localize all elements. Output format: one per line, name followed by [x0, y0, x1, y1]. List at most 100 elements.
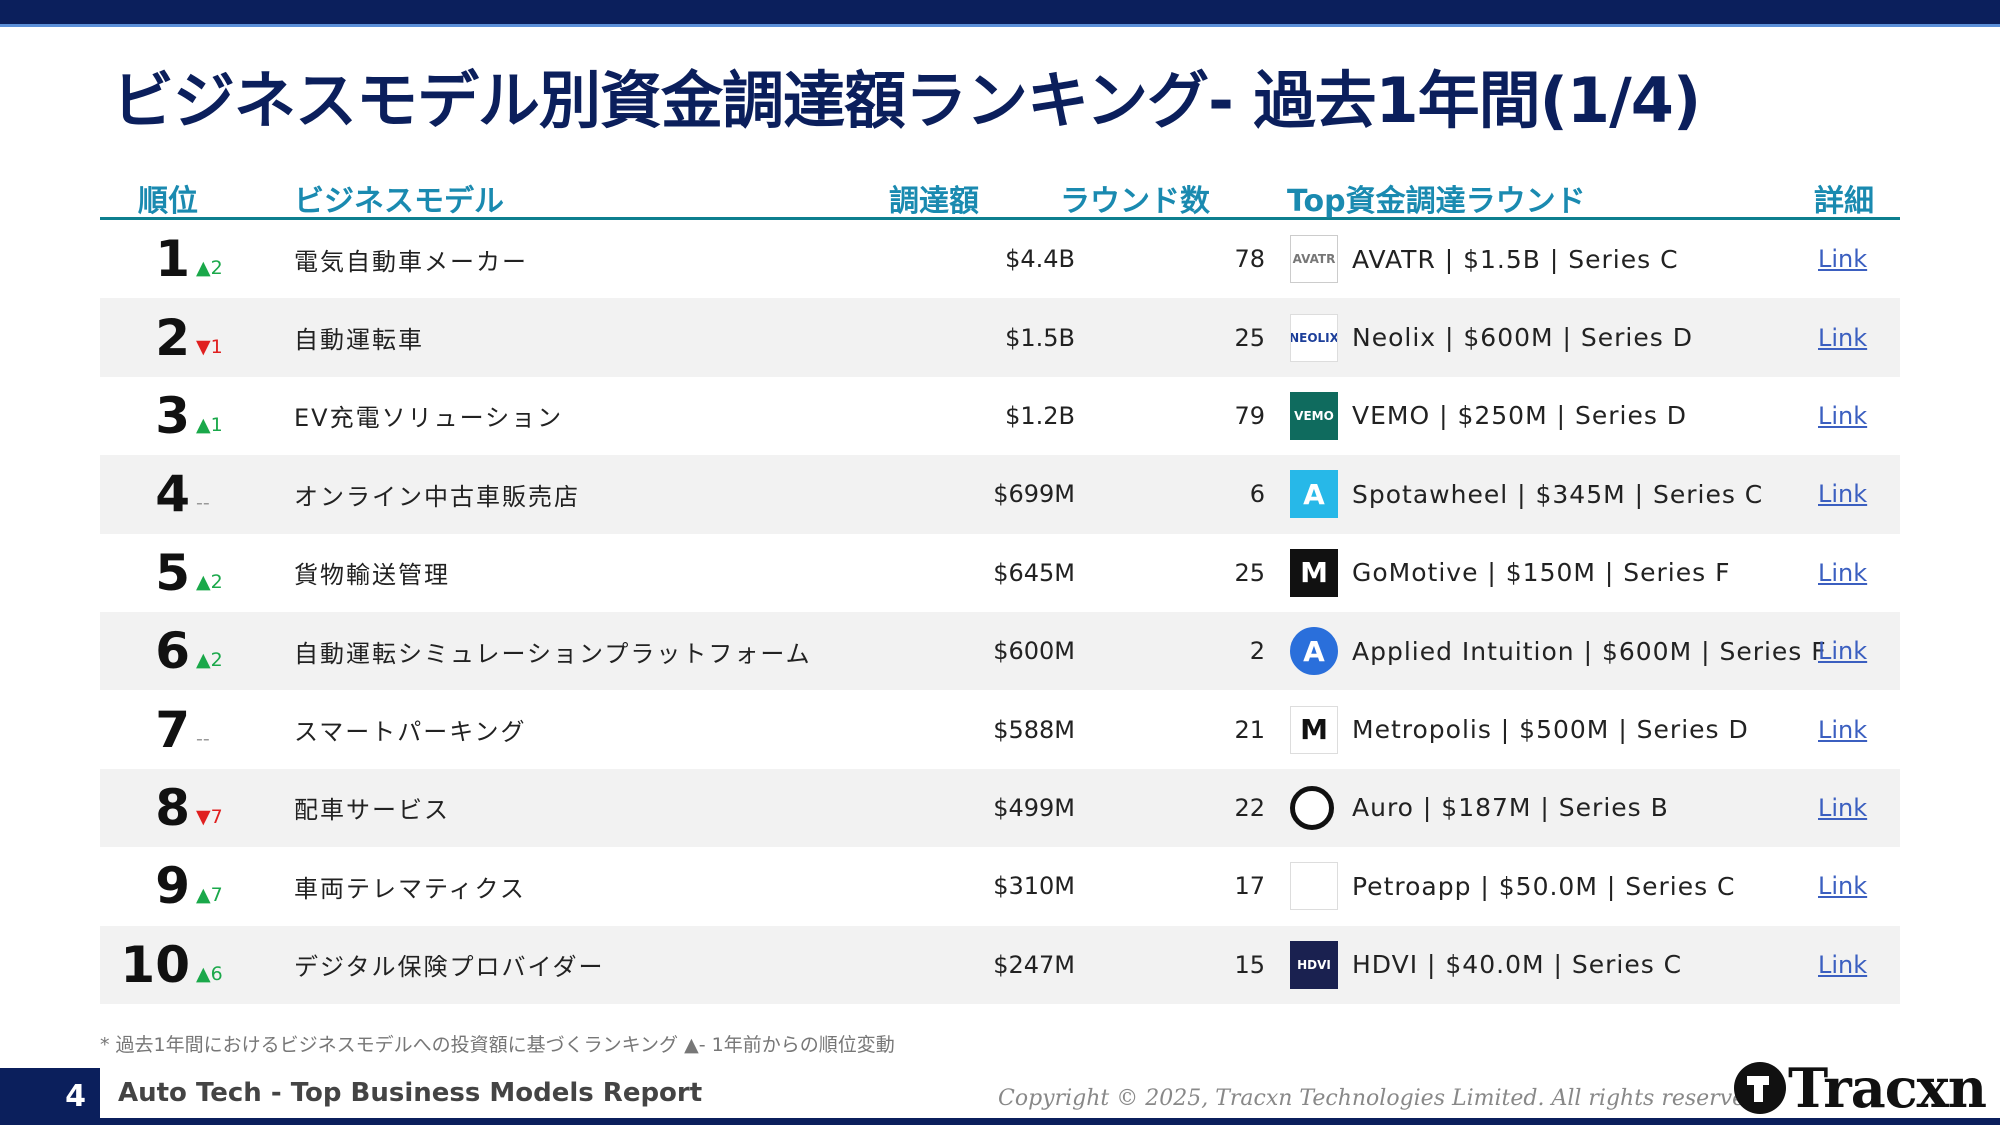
- rank-change-indicator: ▼7: [196, 805, 223, 828]
- details-link[interactable]: Link: [1818, 480, 1868, 509]
- business-model-name: オンライン中古車販売店: [294, 482, 580, 511]
- brand-mark-icon: [1734, 1062, 1786, 1114]
- bottom-accent-bar: [0, 1118, 2000, 1125]
- details-link[interactable]: Link: [1818, 245, 1868, 274]
- round-count: 2: [1249, 637, 1265, 666]
- header-model: ビジネスモデル: [294, 184, 504, 219]
- report-name: Auto Tech - Top Business Models Report: [118, 1078, 703, 1108]
- table-row: 1 ▲2 電気自動車メーカー $4.4B 78 AVATR AVATR | $1.5B | …: [100, 220, 1900, 298]
- business-model-name: EV充電ソリューション: [294, 404, 564, 433]
- table-row: 7 -- スマートパーキング $588M 21 M Metropolis | $500M |…: [100, 690, 1900, 768]
- business-model-name: スマートパーキング: [294, 718, 527, 747]
- copyright-notice: Copyright © 2025, Tracxn Technologies Li…: [998, 1086, 1767, 1111]
- top-funding-round: Metropolis | $500M | Series D: [1352, 715, 1749, 745]
- company-logo-cell: AVATR: [1290, 220, 1338, 298]
- company-logo: M: [1290, 548, 1338, 597]
- table-header: 順位 ビジネスモデル 調達額 ラウンド数 Top資金調達ラウンド 詳細: [100, 172, 1900, 220]
- business-model-name: 車両テレマティクス: [294, 874, 526, 903]
- top-funding-round: Spotawheel | $345M | Series C: [1352, 479, 1764, 509]
- rank-change-indicator: ▲6: [196, 962, 223, 985]
- page-title: ビジネスモデル別資金調達額ランキング- 過去1年間(1/4): [112, 64, 1701, 137]
- round-count: 22: [1234, 793, 1265, 822]
- funding-amount: $310M: [993, 872, 1075, 901]
- company-logo-cell: [1290, 847, 1338, 925]
- funding-amount: $645M: [993, 558, 1075, 587]
- rank-change-indicator: ▲2: [196, 570, 223, 593]
- funding-amount: $588M: [993, 715, 1075, 744]
- top-funding-round: Applied Intuition | $600M | Series F: [1352, 636, 1827, 666]
- company-logo: [1290, 785, 1334, 830]
- header-top-round: Top資金調達ラウンド: [1287, 184, 1586, 219]
- table-body: 1 ▲2 電気自動車メーカー $4.4B 78 AVATR AVATR | $1.5B | …: [100, 220, 1900, 1004]
- details-link[interactable]: Link: [1818, 401, 1868, 430]
- rank-number: 2: [155, 308, 190, 367]
- details-link[interactable]: Link: [1818, 558, 1868, 587]
- company-logo-cell: M: [1290, 690, 1338, 768]
- funding-amount: $699M: [993, 480, 1075, 509]
- rank-change-indicator: ▲2: [196, 257, 223, 280]
- header-rounds: ラウンド数: [1060, 184, 1210, 219]
- header-rank: 順位: [138, 184, 198, 219]
- table-row: 8 ▼7 配車サービス $499M 22 Auro | $187M | Series B L…: [100, 768, 1900, 848]
- top-funding-round: VEMO | $250M | Series D: [1352, 401, 1688, 431]
- round-count: 25: [1234, 558, 1265, 587]
- top-funding-round: Neolix | $600M | Series D: [1352, 323, 1693, 353]
- header-details: 詳細: [1814, 184, 1874, 219]
- details-link[interactable]: Link: [1818, 323, 1868, 352]
- rank-number: 9: [155, 857, 190, 916]
- details-link[interactable]: Link: [1818, 872, 1868, 901]
- details-link[interactable]: Link: [1818, 793, 1868, 822]
- company-logo: A: [1290, 627, 1338, 676]
- funding-amount: $247M: [993, 950, 1075, 979]
- top-funding-round: Petroapp | $50.0M | Series C: [1352, 871, 1736, 901]
- business-model-name: 貨物輸送管理: [294, 561, 450, 590]
- company-logo: NEOLIX: [1290, 313, 1338, 362]
- company-logo: VEMO: [1290, 391, 1338, 440]
- company-logo-cell: M: [1290, 534, 1338, 612]
- funding-amount: $1.5B: [1005, 323, 1075, 352]
- table-row: 10 ▲6 デジタル保険プロバイダー $247M 15 HDVI HDVI | $40.0M…: [100, 925, 1900, 1004]
- table-row: 3 ▲1 EV充電ソリューション $1.2B 79 VEMO VEMO | $250M | …: [100, 377, 1900, 455]
- round-count: 6: [1249, 480, 1265, 509]
- rank-number: 3: [155, 386, 190, 445]
- company-logo: HDVI: [1290, 940, 1338, 989]
- rank-change-indicator: ▼1: [196, 335, 223, 358]
- rank-change-indicator: --: [196, 727, 210, 750]
- top-funding-round: HDVI | $40.0M | Series C: [1352, 950, 1683, 980]
- company-logo: [1290, 862, 1338, 911]
- round-count: 79: [1234, 401, 1265, 430]
- rank-change-indicator: ▲2: [196, 649, 223, 672]
- round-count: 78: [1234, 245, 1265, 274]
- top-funding-round: GoMotive | $150M | Series F: [1352, 558, 1731, 588]
- round-count: 21: [1234, 715, 1265, 744]
- page-number-box: 4: [0, 1068, 100, 1125]
- table-row: 2 ▼1 自動運転車 $1.5B 25 NEOLIX Neolix | $600M | Se…: [100, 298, 1900, 377]
- company-logo-cell: HDVI: [1290, 926, 1338, 1004]
- brand-name: Tracxn: [1788, 1056, 1987, 1120]
- company-logo-cell: A: [1290, 612, 1338, 690]
- round-count: 15: [1234, 950, 1265, 979]
- rank-number: 10: [120, 935, 190, 994]
- header-amount: 調達額: [889, 184, 979, 219]
- brand-logo: Tracxn: [1734, 1056, 1987, 1120]
- page-number: 4: [65, 1079, 86, 1114]
- business-model-name: 配車サービス: [294, 796, 450, 825]
- table-row: 4 -- オンライン中古車販売店 $699M 6 A Spotawheel | $345M …: [100, 455, 1900, 534]
- business-model-name: 自動運転車: [294, 326, 424, 355]
- rank-number: 5: [155, 543, 190, 602]
- rank-number: 4: [155, 465, 190, 524]
- funding-amount: $1.2B: [1005, 401, 1075, 430]
- round-count: 25: [1234, 323, 1265, 352]
- company-logo: A: [1290, 470, 1338, 519]
- details-link[interactable]: Link: [1818, 637, 1868, 666]
- funding-amount: $4.4B: [1005, 245, 1075, 274]
- company-logo-cell: A: [1290, 455, 1338, 533]
- table-row: 9 ▲7 車両テレマティクス $310M 17 Petroapp | $50.0M | S…: [100, 847, 1900, 925]
- details-link[interactable]: Link: [1818, 950, 1868, 979]
- top-accent-line: [0, 24, 2000, 27]
- footnote: * 過去1年間におけるビジネスモデルへの投資額に基づくランキング ▲- 1年前か…: [100, 1034, 895, 1056]
- company-logo-cell: [1290, 769, 1338, 847]
- details-link[interactable]: Link: [1818, 715, 1868, 744]
- rank-change-indicator: ▲7: [196, 884, 223, 907]
- table-row: 6 ▲2 自動運転シミュレーションプラットフォーム $600M 2 A Applied In…: [100, 611, 1900, 691]
